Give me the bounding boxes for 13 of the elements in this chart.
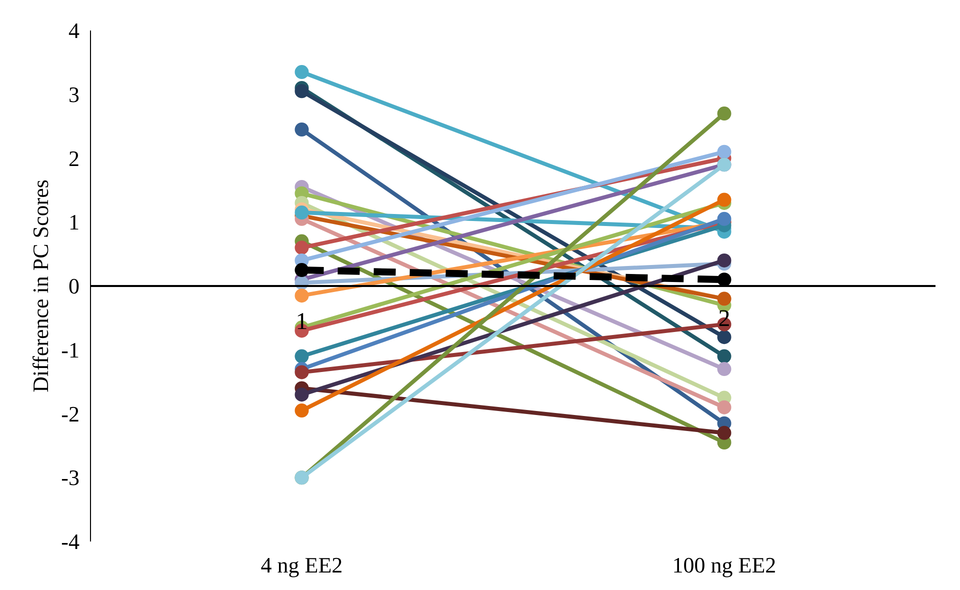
- y-axis-title: Difference in PC Scores: [28, 180, 54, 392]
- x-tick-label: 100 ng EE2: [672, 552, 776, 578]
- y-tick-label: -4: [61, 529, 80, 554]
- y-tick-label: -3: [61, 465, 80, 490]
- y-tick-label: 3: [68, 82, 80, 107]
- x-tick-label: 4 ng EE2: [260, 552, 343, 578]
- y-tick-label: -1: [61, 337, 80, 362]
- y-tick-label: -2: [61, 401, 80, 426]
- y-tick-label: 2: [68, 146, 80, 171]
- y-tick-label: 4: [68, 18, 80, 43]
- annotation: 1: [296, 309, 308, 336]
- y-tick-label: 1: [68, 210, 80, 235]
- y-tick-label: 0: [68, 274, 80, 298]
